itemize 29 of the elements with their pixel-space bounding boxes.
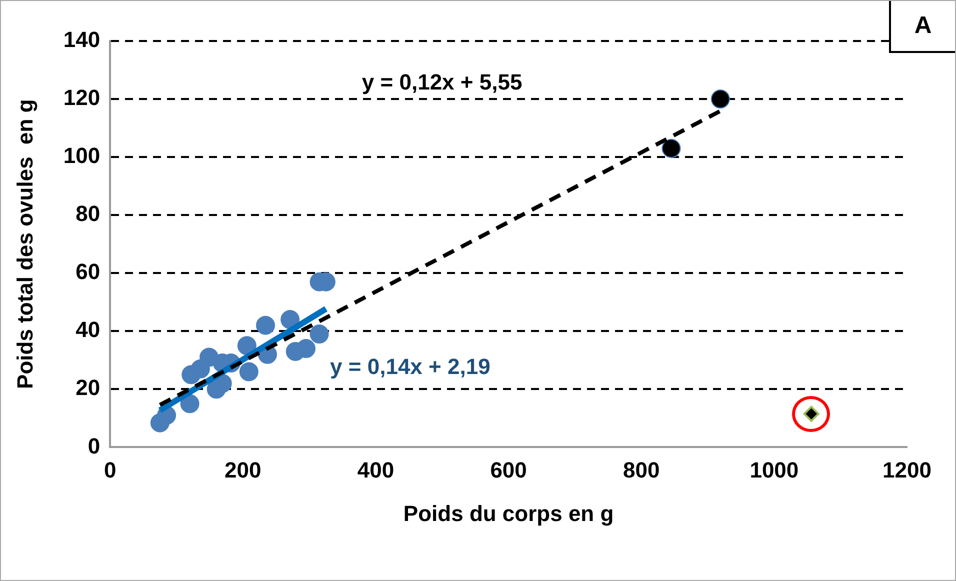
x-axis-title: Poids du corps en g xyxy=(403,500,614,526)
x-tick-label: 200 xyxy=(224,457,262,482)
y-tick-label: 140 xyxy=(63,27,100,52)
point xyxy=(296,339,316,358)
text: A xyxy=(889,1,955,53)
x-tick-label: 800 xyxy=(623,457,660,482)
x-tick-label: 0 xyxy=(104,457,116,482)
point xyxy=(180,394,200,414)
point xyxy=(280,310,300,330)
annotation: y = 0,14x + 2,19 xyxy=(330,354,490,380)
point xyxy=(710,90,730,109)
x-tick-label: 600 xyxy=(490,457,527,482)
point xyxy=(310,324,329,344)
y-tick-label: 20 xyxy=(76,375,100,400)
point xyxy=(256,316,275,335)
x-tick-label: 400 xyxy=(357,457,394,482)
y-tick-label: 120 xyxy=(63,85,100,110)
y-tick-label: 60 xyxy=(76,259,100,284)
point xyxy=(662,138,681,158)
y-axis-title: Poids total des ovules en g xyxy=(12,99,38,389)
point xyxy=(237,336,256,356)
annotation: y = 0,12x + 5,55 xyxy=(362,70,522,95)
y-tick-label: 100 xyxy=(63,143,100,168)
x-tick-label: 1200 xyxy=(882,457,932,482)
y-tick-label: 0 xyxy=(88,433,100,458)
y-tick-label: 40 xyxy=(76,317,100,342)
x-tick-label: 1000 xyxy=(750,457,799,482)
point xyxy=(239,362,258,382)
y-tick-label: 80 xyxy=(76,201,100,226)
